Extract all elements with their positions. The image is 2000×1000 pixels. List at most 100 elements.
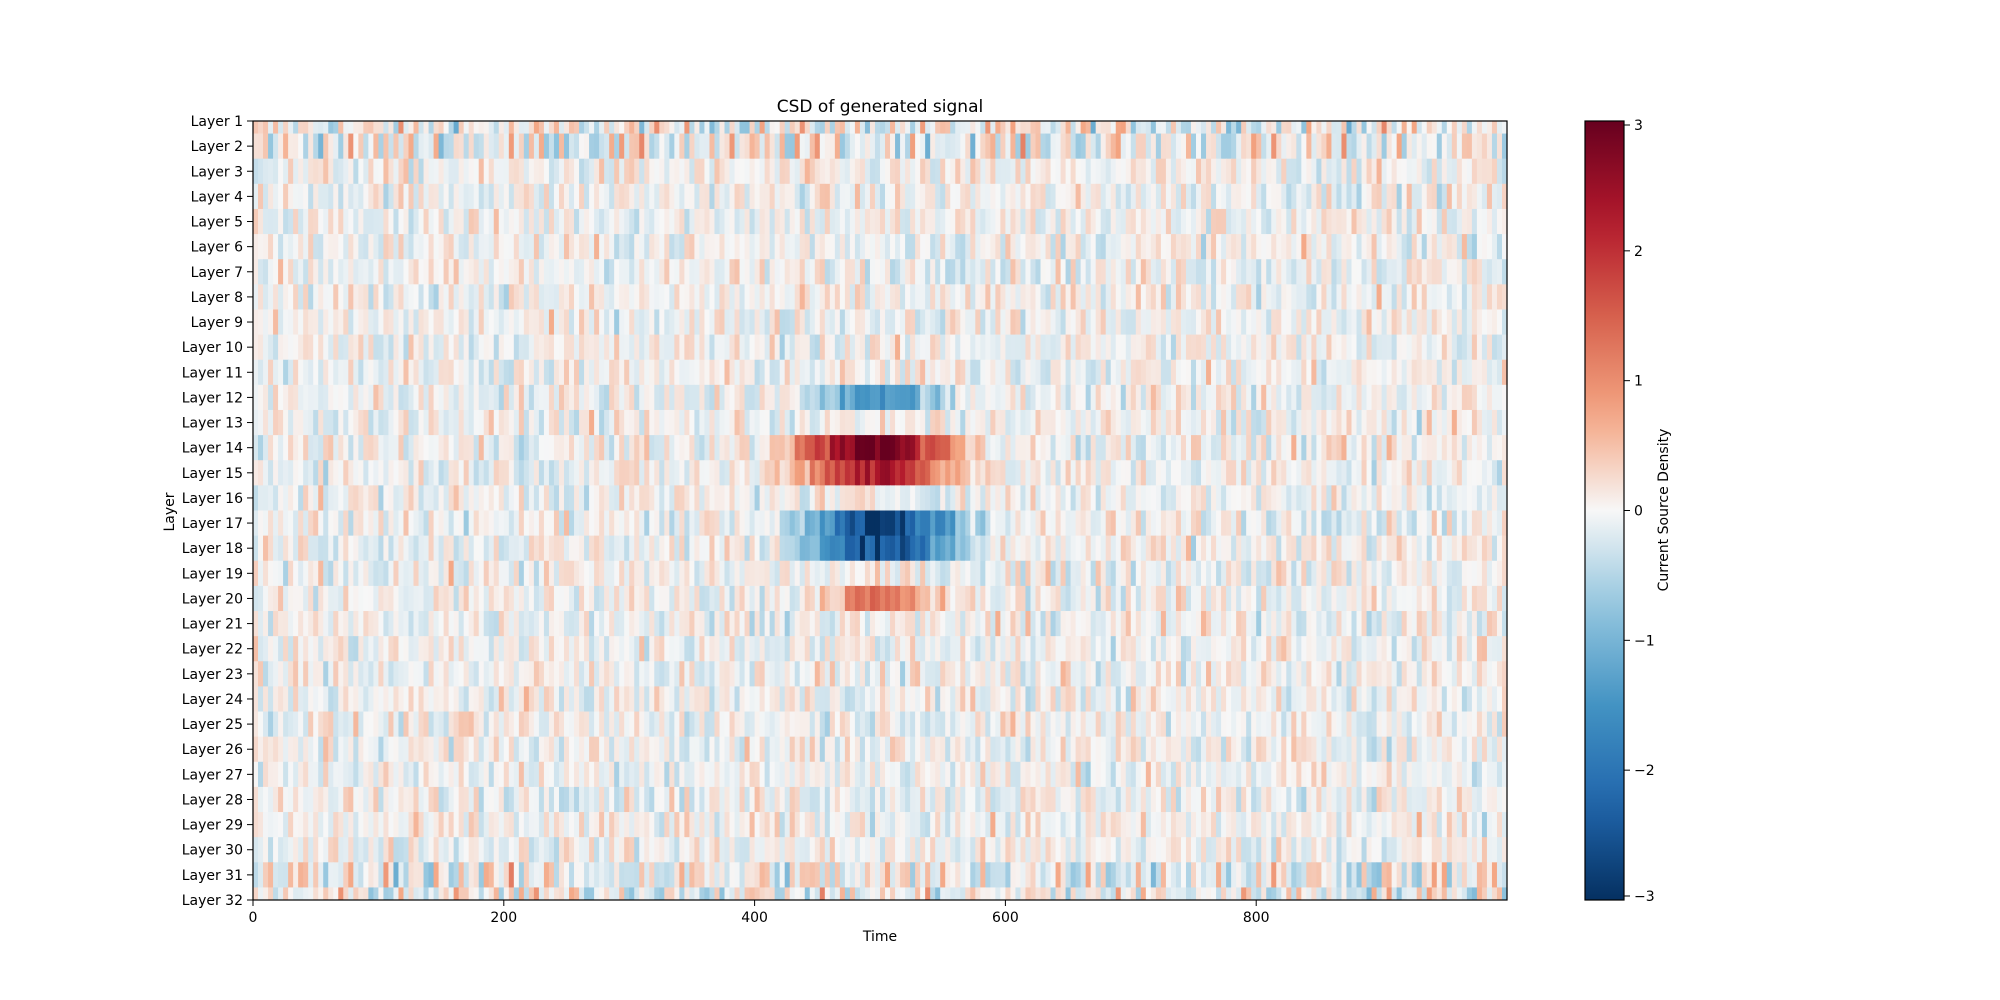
heatmap-cell xyxy=(408,259,415,285)
heatmap-cell xyxy=(614,284,620,310)
heatmap-cell xyxy=(824,485,831,511)
heatmap-cell xyxy=(724,359,731,386)
heatmap-cell xyxy=(1366,384,1373,411)
heatmap-cell xyxy=(1090,234,1097,260)
heatmap-cell xyxy=(970,535,976,562)
heatmap-cell xyxy=(1406,460,1413,486)
heatmap-cell xyxy=(990,158,996,185)
heatmap-cell xyxy=(403,409,410,436)
heatmap-cell xyxy=(513,460,520,486)
heatmap-cell xyxy=(528,460,535,486)
heatmap-cell xyxy=(478,535,485,562)
heatmap-cell xyxy=(1501,309,1508,335)
heatmap-cell xyxy=(1436,510,1443,537)
heatmap-cell xyxy=(413,334,420,361)
heatmap-cell xyxy=(1206,334,1212,361)
heatmap-cell xyxy=(1341,183,1348,210)
heatmap-cell xyxy=(955,121,961,134)
heatmap-cell xyxy=(609,510,615,537)
heatmap-cell xyxy=(1226,384,1232,411)
heatmap-cell xyxy=(1216,460,1222,486)
heatmap-cell xyxy=(513,284,520,310)
heatmap-cell xyxy=(1316,121,1323,134)
heatmap-cell xyxy=(1070,409,1077,436)
heatmap-cell xyxy=(910,560,916,587)
heatmap-cell xyxy=(594,535,600,562)
heatmap-cell xyxy=(1256,121,1262,134)
heatmap-cell xyxy=(1165,183,1172,210)
heatmap-cell xyxy=(503,585,510,612)
heatmap-cell xyxy=(1175,259,1182,285)
heatmap-cell xyxy=(574,485,580,511)
heatmap-cell xyxy=(1321,334,1328,361)
heatmap-cell xyxy=(915,158,921,185)
heatmap-cell xyxy=(1030,384,1037,411)
heatmap-cell xyxy=(1040,309,1047,335)
heatmap-cell xyxy=(373,234,379,260)
heatmap-cell xyxy=(508,309,515,335)
heatmap-cell xyxy=(844,183,851,210)
heatmap-cell xyxy=(313,183,319,210)
heatmap-cell xyxy=(664,384,670,411)
heatmap-cell xyxy=(900,460,906,486)
heatmap-cell xyxy=(624,284,630,310)
heatmap-cell xyxy=(443,259,450,285)
heatmap-cell xyxy=(388,535,395,562)
heatmap-cell xyxy=(1441,121,1448,134)
heatmap-cell xyxy=(679,133,685,160)
heatmap-cell xyxy=(1201,485,1207,511)
heatmap-cell xyxy=(443,460,450,486)
heatmap-cell xyxy=(1461,535,1468,562)
heatmap-cell xyxy=(579,560,585,587)
heatmap-cell xyxy=(614,585,620,612)
heatmap-cell xyxy=(503,460,510,486)
heatmap-cell xyxy=(1110,359,1117,386)
heatmap-cell xyxy=(1501,284,1508,310)
heatmap-cell xyxy=(533,284,540,310)
heatmap-cell xyxy=(1436,334,1443,361)
heatmap-cell xyxy=(799,259,806,285)
heatmap-cell xyxy=(563,585,570,612)
heatmap-cell xyxy=(819,560,826,587)
heatmap-cell xyxy=(1005,560,1012,587)
heatmap-cell xyxy=(724,183,731,210)
heatmap-cell xyxy=(624,535,630,562)
heatmap-cell xyxy=(1401,435,1408,461)
heatmap-cell xyxy=(1115,208,1122,235)
heatmap-cell xyxy=(373,359,379,386)
heatmap-cell xyxy=(1311,485,1317,511)
heatmap-cell xyxy=(1005,158,1012,185)
heatmap-cell xyxy=(1040,560,1047,587)
heatmap-cell xyxy=(609,183,615,210)
heatmap-cell xyxy=(1140,234,1147,260)
heatmap-cell xyxy=(774,309,781,335)
heatmap-cell xyxy=(303,334,309,361)
heatmap-cell xyxy=(744,485,751,511)
heatmap-cell xyxy=(433,460,440,486)
heatmap-cell xyxy=(443,585,450,612)
heatmap-cell xyxy=(1461,158,1468,185)
heatmap-cell xyxy=(699,183,706,210)
heatmap-cell xyxy=(779,435,786,461)
heatmap-cell xyxy=(1196,460,1202,486)
heatmap-cell xyxy=(1065,585,1072,612)
heatmap-cell xyxy=(1060,435,1067,461)
heatmap-cell xyxy=(734,359,741,386)
heatmap-cell xyxy=(1070,560,1077,587)
heatmap-cell xyxy=(1206,121,1212,134)
heatmap-cell xyxy=(1426,183,1433,210)
heatmap-cell xyxy=(634,485,640,511)
heatmap-cell xyxy=(764,435,771,461)
heatmap-cell xyxy=(488,535,495,562)
heatmap-cell xyxy=(619,158,625,185)
heatmap-cell xyxy=(1321,460,1328,486)
heatmap-cell xyxy=(975,158,981,185)
heatmap-cell xyxy=(1231,208,1237,235)
heatmap-cell xyxy=(543,309,550,335)
heatmap-cell xyxy=(955,133,961,160)
heatmap-cell xyxy=(503,409,510,436)
heatmap-cell xyxy=(1336,510,1343,537)
heatmap-cell xyxy=(443,535,450,562)
heatmap-cell xyxy=(368,585,374,612)
heatmap-cell xyxy=(724,234,731,260)
